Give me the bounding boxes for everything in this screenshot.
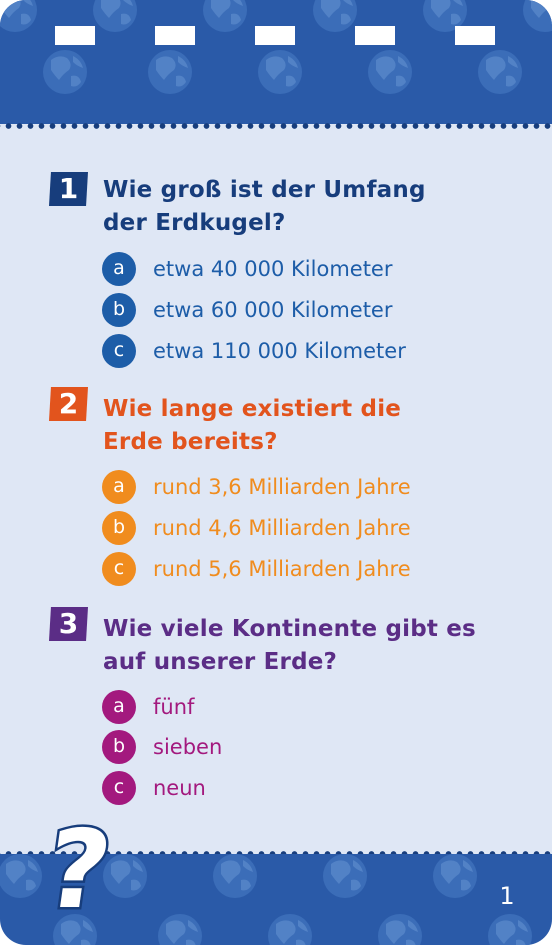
answer-option-b[interactable]: b sieben bbox=[102, 730, 522, 766]
top-band bbox=[0, 0, 552, 124]
tab-slot bbox=[55, 26, 95, 45]
answer-option-a[interactable]: a fünf bbox=[102, 690, 522, 726]
dotted-divider-top bbox=[0, 122, 552, 130]
option-text: rund 4,6 Milliarden Jahre bbox=[153, 516, 411, 540]
answer-option-c[interactable]: c etwa 110 000 Kilometer bbox=[102, 334, 522, 370]
option-badge: c bbox=[102, 334, 136, 368]
question-mark-icon: ? bbox=[50, 815, 121, 925]
question-text-line: Erde bereits? bbox=[103, 429, 278, 455]
question-text-line: Wie viele Kontinente gibt es bbox=[103, 616, 476, 642]
option-badge: a bbox=[102, 252, 136, 286]
question-number: 3 bbox=[49, 607, 88, 641]
page-number: 1 bbox=[499, 882, 515, 910]
question-text-line: Wie groß ist der Umfang bbox=[103, 177, 426, 203]
option-badge: b bbox=[102, 730, 136, 764]
question-mark-glyph: ? bbox=[50, 815, 119, 925]
answer-option-c[interactable]: c neun bbox=[102, 771, 522, 807]
answer-option-a[interactable]: a rund 3,6 Milliarden Jahre bbox=[102, 470, 522, 506]
option-text: sieben bbox=[153, 735, 223, 759]
question-number: 2 bbox=[49, 387, 88, 421]
tab-slot bbox=[255, 26, 295, 45]
option-badge: c bbox=[102, 771, 136, 805]
option-text: etwa 40 000 Kilometer bbox=[153, 257, 393, 281]
option-text: rund 3,6 Milliarden Jahre bbox=[153, 475, 411, 499]
answer-option-a[interactable]: a etwa 40 000 Kilometer bbox=[102, 252, 522, 288]
option-badge: a bbox=[102, 470, 136, 504]
option-text: fünf bbox=[153, 695, 195, 719]
option-text: neun bbox=[153, 776, 206, 800]
option-badge: c bbox=[102, 552, 136, 586]
tab-slot bbox=[455, 26, 495, 45]
question-text: Wie lange existiert die Erde bereits? bbox=[103, 393, 523, 459]
globe-pattern-top bbox=[0, 0, 552, 94]
bottom-band bbox=[0, 854, 552, 945]
question-text-line: der Erdkugel? bbox=[103, 210, 286, 236]
option-badge: b bbox=[102, 511, 136, 545]
question-text: Wie groß ist der Umfang der Erdkugel? bbox=[103, 174, 523, 240]
option-text: etwa 60 000 Kilometer bbox=[153, 298, 393, 322]
tab-slot bbox=[355, 26, 395, 45]
tab-slot bbox=[155, 26, 195, 45]
question-text-line: Wie lange existiert die bbox=[103, 396, 402, 422]
answer-option-b[interactable]: b etwa 60 000 Kilometer bbox=[102, 293, 522, 329]
answer-option-b[interactable]: b rund 4,6 Milliarden Jahre bbox=[102, 511, 522, 547]
globe-icon bbox=[0, 0, 552, 94]
answer-option-c[interactable]: c rund 5,6 Milliarden Jahre bbox=[102, 552, 522, 588]
option-badge: a bbox=[102, 690, 136, 724]
option-text: rund 5,6 Milliarden Jahre bbox=[153, 557, 411, 581]
option-text: etwa 110 000 Kilometer bbox=[153, 339, 406, 363]
option-badge: b bbox=[102, 293, 136, 327]
question-text: Wie viele Kontinente gibt es auf unserer… bbox=[103, 613, 523, 679]
question-number: 1 bbox=[49, 172, 88, 206]
question-text-line: auf unserer Erde? bbox=[103, 649, 338, 675]
